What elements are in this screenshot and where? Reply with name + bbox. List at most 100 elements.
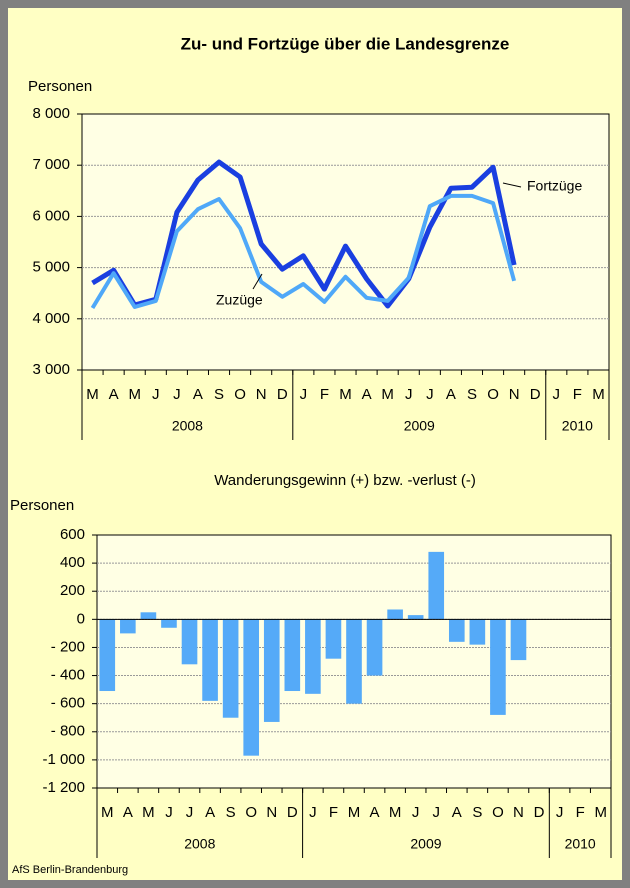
y-tick-label: 6 000	[32, 207, 70, 224]
bar	[325, 619, 342, 659]
y-tick-label: -1 000	[42, 751, 85, 768]
bar	[305, 619, 321, 694]
x-group-label: 2010	[562, 418, 593, 434]
bar	[346, 619, 362, 704]
y-tick-label: 3 000	[32, 361, 70, 378]
x-group-label: 2010	[565, 836, 596, 852]
x-tick-label: A	[362, 386, 372, 403]
y-tick-label: 7 000	[32, 156, 70, 173]
x-group-label: 2008	[184, 836, 215, 852]
bar	[284, 619, 301, 692]
x-group-label: 2009	[404, 418, 435, 434]
x-tick-label: A	[109, 386, 119, 403]
y-tick-label: 200	[60, 582, 85, 599]
y-tick-label: 600	[60, 526, 85, 543]
y-tick-label: - 800	[51, 723, 85, 740]
y-tick-label: 4 000	[32, 310, 70, 327]
x-tick-label: F	[320, 386, 329, 403]
bar	[243, 619, 260, 756]
x-tick-label: J	[152, 386, 160, 403]
x-tick-label: A	[123, 804, 133, 821]
bar	[490, 619, 506, 715]
x-tick-label: F	[576, 804, 585, 821]
chart-title: Wanderungsgewinn (+) bzw. -verlust (-)	[214, 472, 476, 489]
bar	[448, 619, 465, 642]
bar	[99, 619, 116, 692]
x-tick-label: O	[234, 386, 246, 403]
x-tick-label: M	[86, 386, 99, 403]
x-tick-label: J	[412, 804, 420, 821]
x-tick-label: A	[193, 386, 203, 403]
x-tick-label: N	[513, 804, 524, 821]
y-tick-label: - 600	[51, 695, 85, 712]
x-tick-label: O	[487, 386, 499, 403]
x-tick-label: S	[226, 804, 236, 821]
x-tick-label: M	[592, 386, 605, 403]
bar	[428, 551, 445, 620]
bar	[202, 619, 218, 701]
y-tick-label: 5 000	[32, 259, 70, 276]
x-tick-label: M	[381, 386, 394, 403]
y-tick-label: 400	[60, 554, 85, 571]
bar	[469, 619, 486, 645]
y-axis-label: Personen	[10, 497, 74, 514]
x-tick-label: N	[256, 386, 267, 403]
y-tick-label: 0	[77, 610, 85, 627]
series-label: Zuzüge	[216, 292, 263, 308]
bar	[161, 619, 177, 628]
x-tick-label: J	[165, 804, 173, 821]
label-pointer	[502, 182, 522, 188]
x-tick-label: M	[339, 386, 352, 403]
x-tick-label: M	[142, 804, 155, 821]
series-line	[90, 193, 517, 310]
series-label: Fortzüge	[527, 178, 582, 194]
x-tick-label: J	[426, 386, 434, 403]
chart-title: Zu- und Fortzüge über die Landesgrenze	[181, 34, 510, 53]
x-tick-label: M	[101, 804, 114, 821]
x-tick-label: J	[186, 804, 194, 821]
x-tick-label: N	[509, 386, 520, 403]
x-tick-label: M	[128, 386, 141, 403]
y-tick-label: -1 200	[42, 779, 85, 796]
x-tick-label: O	[492, 804, 504, 821]
x-tick-label: J	[173, 386, 181, 403]
bar	[263, 619, 280, 722]
x-tick-label: D	[534, 804, 545, 821]
x-tick-label: J	[300, 386, 308, 403]
x-tick-label: A	[370, 804, 380, 821]
x-tick-label: M	[348, 804, 361, 821]
bar	[366, 619, 383, 676]
x-tick-label: A	[205, 804, 215, 821]
x-tick-label: D	[530, 386, 541, 403]
plot-area	[81, 113, 610, 371]
x-tick-label: D	[277, 386, 288, 403]
label-pointer	[252, 273, 263, 290]
x-tick-label: F	[573, 386, 582, 403]
x-tick-label: J	[556, 804, 564, 821]
bar	[510, 619, 527, 661]
x-tick-label: A	[446, 386, 456, 403]
x-tick-label: J	[432, 804, 440, 821]
x-tick-label: D	[287, 804, 298, 821]
x-tick-label: N	[266, 804, 277, 821]
x-tick-label: O	[245, 804, 257, 821]
x-tick-label: M	[389, 804, 402, 821]
y-tick-label: - 200	[51, 638, 85, 655]
x-group-label: 2009	[410, 836, 441, 852]
x-tick-label: S	[214, 386, 224, 403]
x-tick-label: A	[452, 804, 462, 821]
x-tick-label: S	[467, 386, 477, 403]
bar	[407, 615, 424, 620]
bar	[140, 612, 157, 620]
x-tick-label: F	[329, 804, 338, 821]
x-group-label: 2008	[172, 418, 203, 434]
bar	[120, 619, 136, 634]
y-tick-label: - 400	[51, 667, 85, 684]
x-tick-label: J	[309, 804, 317, 821]
bar	[222, 619, 239, 718]
footer: AfS Berlin-Brandenburg	[12, 864, 128, 876]
y-tick-label: 8 000	[32, 105, 70, 122]
bar	[181, 619, 198, 665]
x-tick-label: M	[594, 804, 607, 821]
